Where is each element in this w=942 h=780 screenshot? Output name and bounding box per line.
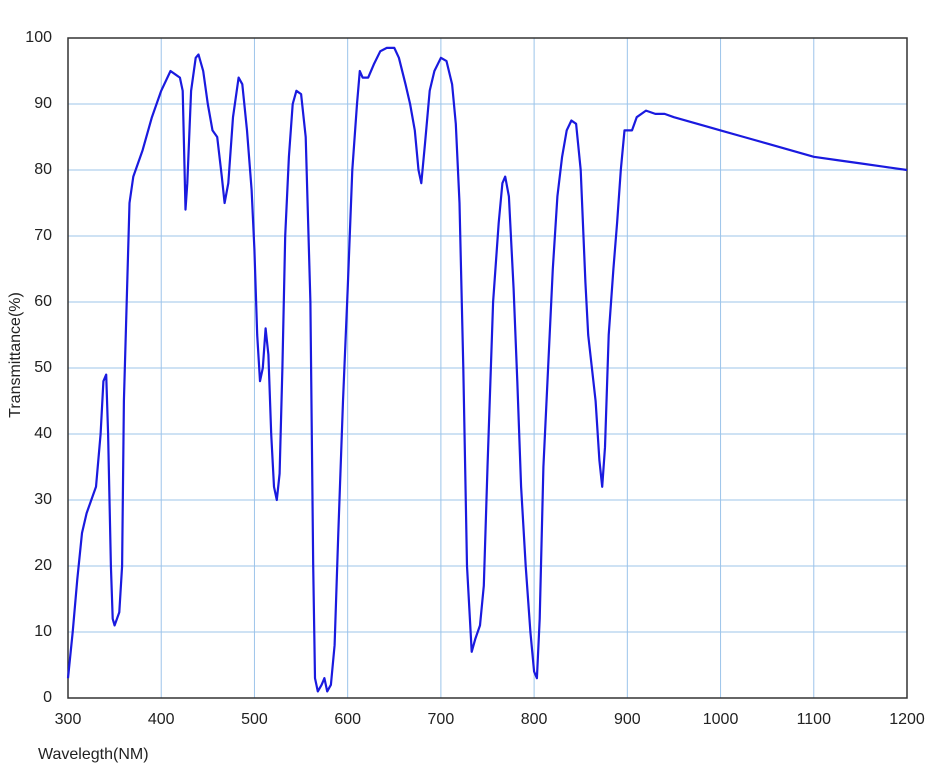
y-tick-label: 90	[34, 95, 52, 112]
y-tick-label: 80	[34, 161, 52, 178]
x-tick-label: 1000	[703, 711, 739, 728]
y-axis-label: Transmittance(%)	[7, 292, 24, 418]
x-axis-label: Wavelegth(NM)	[38, 746, 149, 763]
y-tick-label: 60	[34, 293, 52, 310]
x-tick-label: 1100	[797, 711, 832, 728]
x-tick-label: 400	[148, 711, 175, 728]
y-tick-label: 30	[34, 491, 52, 508]
y-tick-label: 0	[43, 689, 52, 706]
x-tick-label: 800	[521, 711, 548, 728]
y-tick-label: 10	[34, 623, 52, 640]
x-tick-label: 300	[55, 711, 82, 728]
plot-frame	[67, 37, 908, 699]
x-tick-label: 700	[428, 711, 455, 728]
data-line	[66, 46, 908, 693]
y-tick-label: 50	[34, 359, 52, 376]
x-tick-label: 500	[241, 711, 268, 728]
y-tick-label: 70	[34, 227, 52, 244]
x-tick-label: 600	[334, 711, 361, 728]
x-tick-label: 1200	[889, 711, 925, 728]
y-tick-label: 40	[34, 425, 52, 442]
y-tick-label: 100	[25, 29, 52, 46]
y-tick-label: 20	[34, 557, 52, 574]
x-tick-label: 900	[614, 711, 641, 728]
